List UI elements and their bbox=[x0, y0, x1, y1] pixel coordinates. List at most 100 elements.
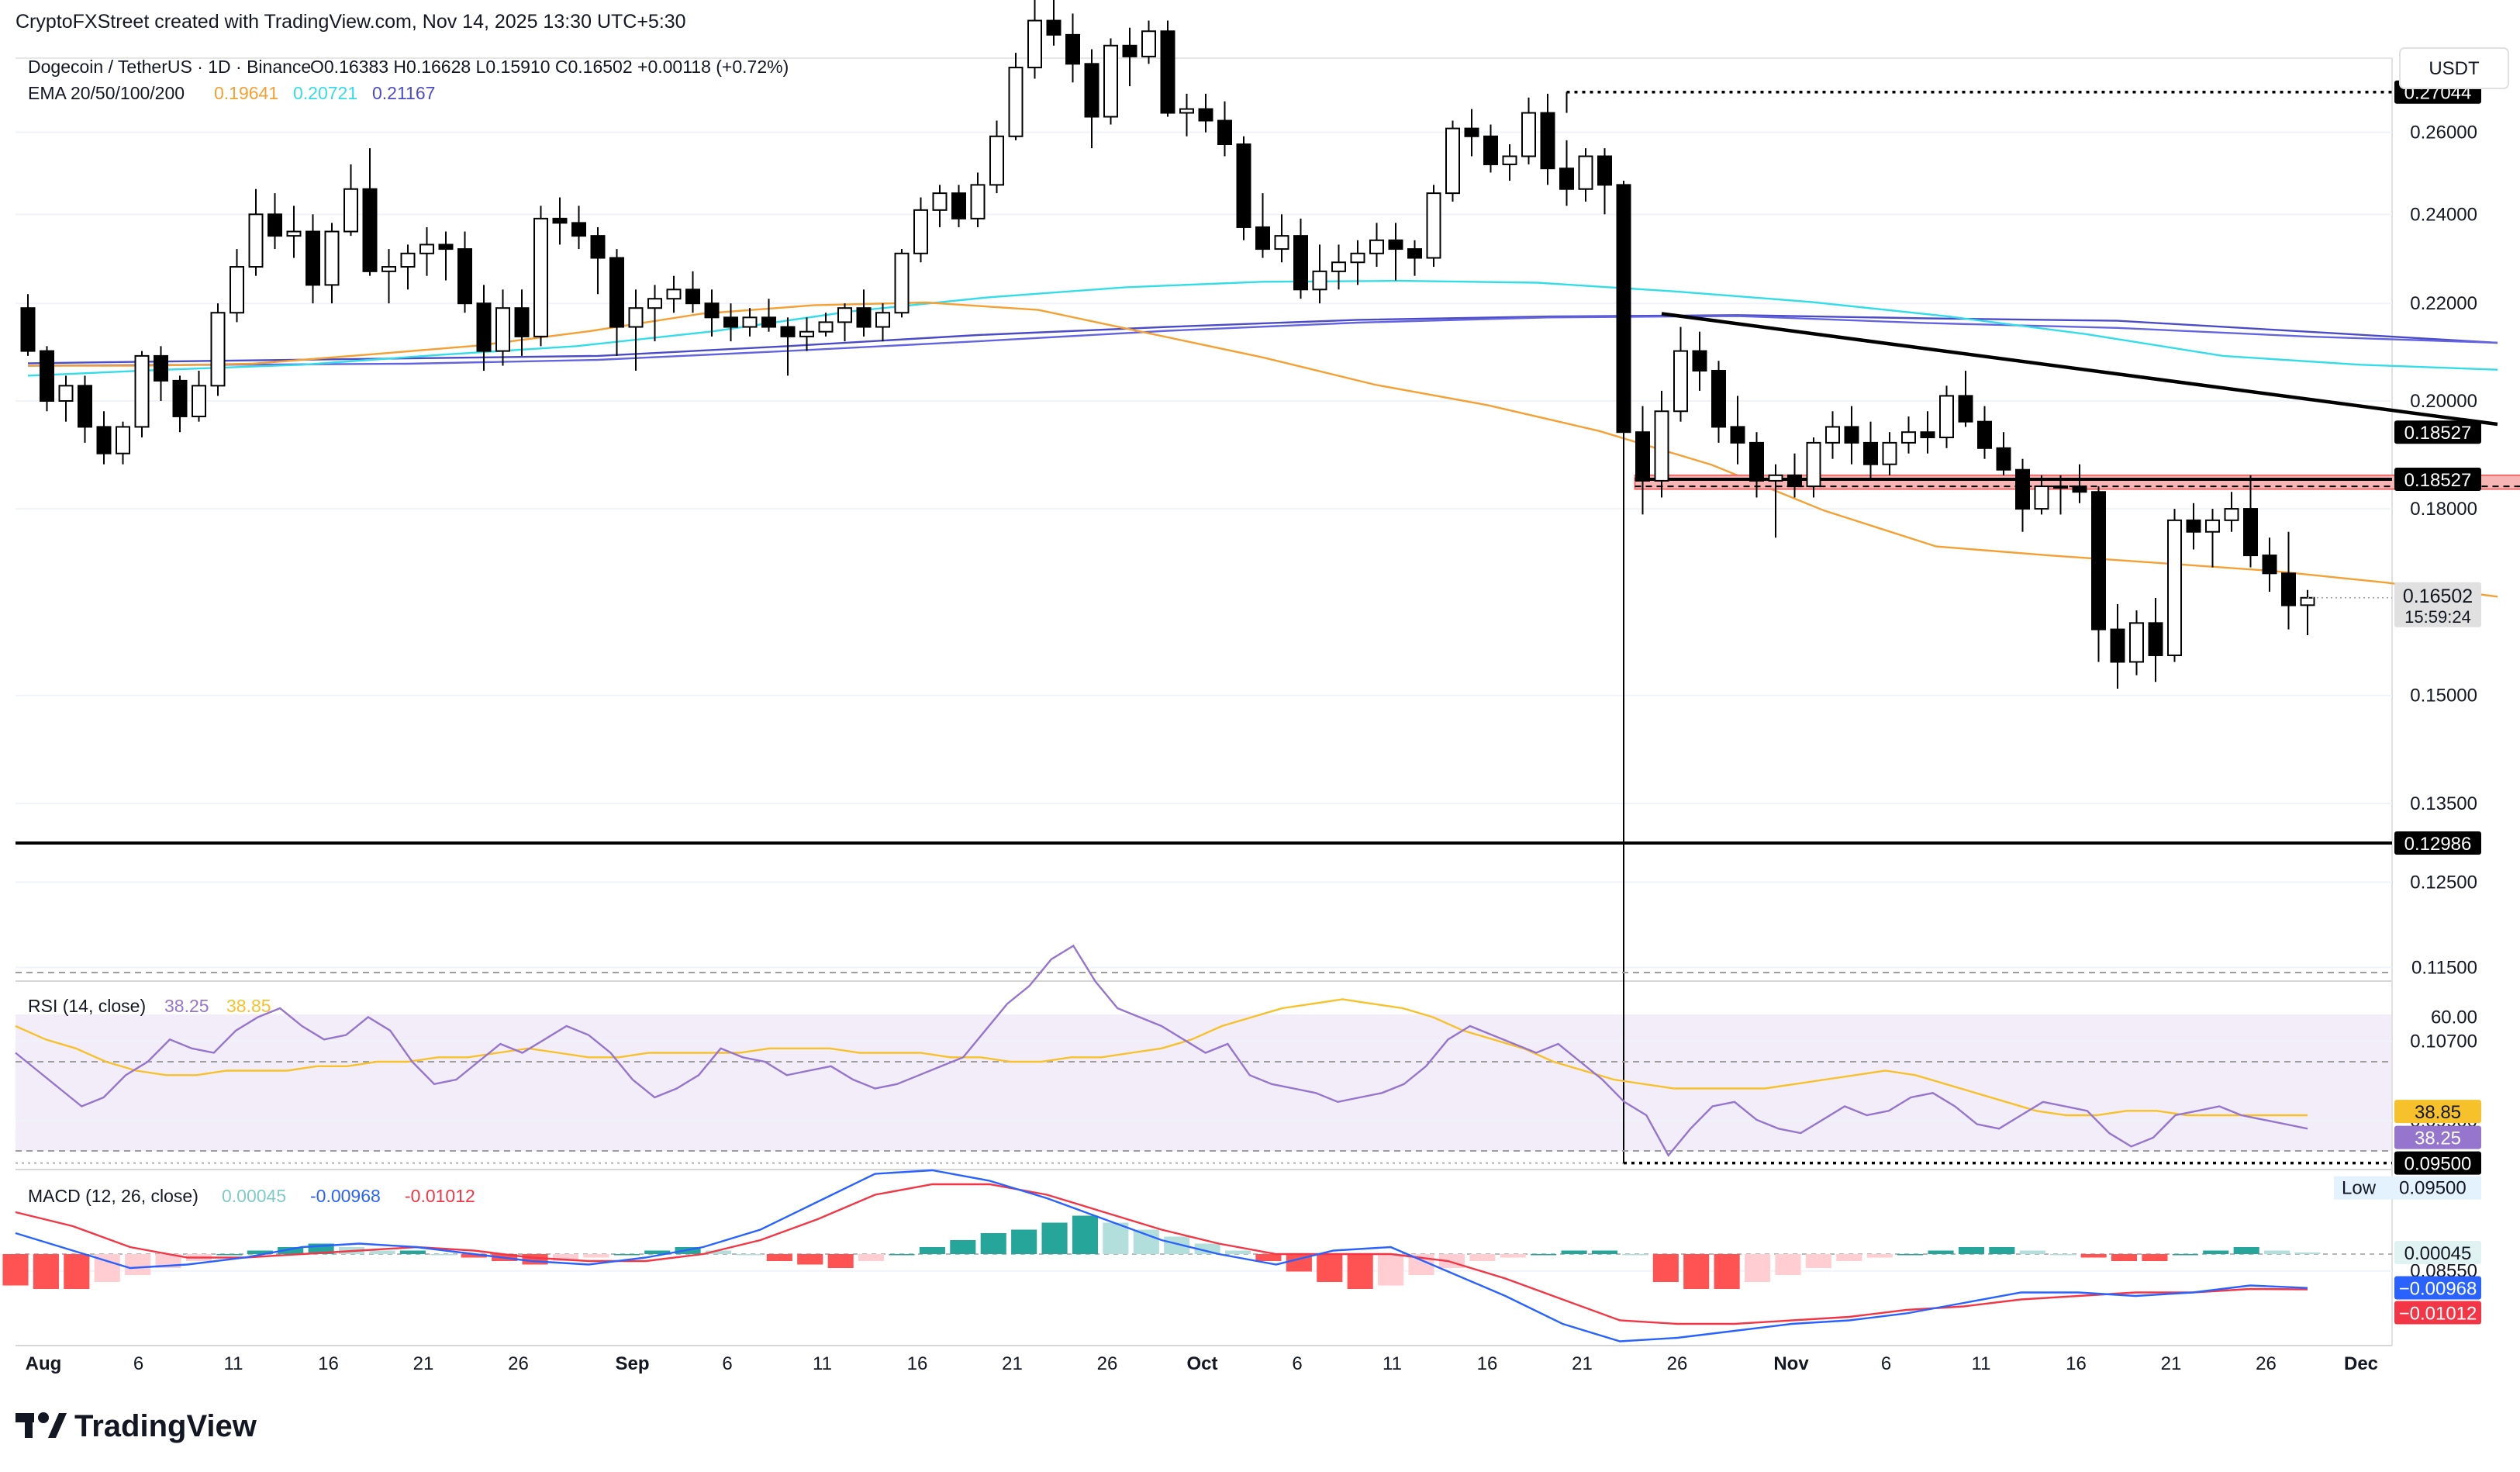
macd-hist-bar bbox=[278, 1247, 304, 1254]
grid bbox=[16, 131, 2392, 1272]
candle-down bbox=[2243, 508, 2258, 557]
candle-down bbox=[1217, 119, 1232, 145]
candle-down bbox=[1996, 447, 2011, 471]
candle-up bbox=[1331, 261, 1346, 272]
macd-hist-bar bbox=[1745, 1254, 1771, 1282]
macd-line bbox=[15, 1169, 2308, 1342]
candle-down bbox=[20, 307, 36, 352]
macd-hist-bar bbox=[736, 1254, 762, 1256]
candle-up bbox=[1274, 235, 1289, 251]
candle-down bbox=[1844, 426, 1859, 444]
macd-hist-bar bbox=[2203, 1250, 2229, 1254]
candle-down bbox=[2262, 555, 2277, 575]
currency-button[interactable] bbox=[2399, 47, 2509, 89]
macd-hist-bar bbox=[1133, 1229, 1159, 1254]
time-tick-label: 6 bbox=[1292, 1353, 1302, 1374]
candle-down bbox=[609, 257, 624, 328]
candle-up bbox=[248, 213, 264, 268]
candle-down bbox=[1730, 426, 1745, 444]
time-tick-label: 6 bbox=[722, 1353, 732, 1374]
candle-down bbox=[1464, 127, 1479, 137]
candle-down bbox=[1635, 431, 1650, 482]
symbol-title[interactable]: Dogecoin / TetherUS · 1D · Binance bbox=[28, 57, 311, 77]
macd-hist-bar bbox=[1500, 1254, 1526, 1258]
candle-up bbox=[1806, 441, 1821, 488]
candle-up bbox=[932, 192, 948, 211]
macd-hist-bar bbox=[64, 1254, 90, 1289]
macd-hist-bar bbox=[1622, 1254, 1648, 1256]
candle-up bbox=[2224, 508, 2239, 521]
macd-hist-bar bbox=[2080, 1254, 2107, 1258]
candle-down bbox=[2091, 491, 2106, 631]
candle-down bbox=[2072, 485, 2087, 493]
candle-down bbox=[1616, 184, 1631, 434]
macd-hist-bar bbox=[1928, 1250, 1954, 1254]
candle-down bbox=[476, 302, 492, 352]
macd-hist-bar bbox=[950, 1240, 976, 1254]
time-tick-label: 16 bbox=[318, 1353, 339, 1374]
time-tick-label: 11 bbox=[1383, 1353, 1402, 1374]
price-tick-label: 0.26000 bbox=[2410, 123, 2477, 143]
price-tick-label: 0.10700 bbox=[2410, 1031, 2477, 1052]
price-tick-label: 0.24000 bbox=[2410, 204, 2477, 225]
candle-up bbox=[1179, 108, 1194, 114]
macd-hist-bar bbox=[1378, 1254, 1404, 1286]
candle-up bbox=[742, 316, 758, 328]
low-caption-box bbox=[2334, 1176, 2481, 1200]
time-tick-label: Nov bbox=[1773, 1353, 1809, 1374]
candle-up bbox=[837, 307, 852, 323]
ema20-value: 0.19641 bbox=[214, 83, 278, 103]
macd-hist-bar bbox=[1469, 1254, 1496, 1261]
candle-down bbox=[552, 217, 568, 224]
macd-hist-bar bbox=[216, 1254, 243, 1256]
macd-signal-legend: -0.01012 bbox=[405, 1186, 475, 1206]
macd-hist-bar bbox=[583, 1254, 609, 1258]
low-caption: Low bbox=[2342, 1178, 2377, 1199]
candle-up bbox=[134, 354, 150, 428]
macd-hist-bar bbox=[1897, 1254, 1924, 1256]
candle-down bbox=[1255, 226, 1270, 251]
rsi-legend-value: 38.25 bbox=[164, 996, 209, 1016]
candle-up bbox=[818, 321, 834, 333]
time-tick-label: 26 bbox=[2256, 1353, 2277, 1374]
low-level-label-box bbox=[2394, 1151, 2481, 1175]
time-axis: Aug 6 11 16 21 26 Sep 6 11 16 21 26 Oct 6 11 16 21 26 Nov 6… bbox=[26, 1353, 2378, 1374]
ema-legend-label[interactable]: EMA 20/50/100/200 bbox=[28, 83, 185, 103]
candle-down bbox=[1958, 395, 1973, 423]
candle-down bbox=[154, 354, 168, 382]
macd-hist-bar bbox=[1652, 1254, 1679, 1282]
macd-hist-bar bbox=[2050, 1254, 2076, 1256]
low-caption-value: 0.09500 bbox=[2399, 1178, 2466, 1199]
candle-up bbox=[2205, 519, 2220, 533]
candle-down bbox=[571, 222, 586, 237]
last-price-label: 0.16502 bbox=[2403, 586, 2473, 607]
rsi-label[interactable]: RSI (14, close) bbox=[28, 996, 146, 1016]
time-tick-label: 11 bbox=[813, 1353, 832, 1374]
macd-hist-bar bbox=[2019, 1250, 2045, 1254]
macd-hist-bar bbox=[399, 1250, 426, 1254]
macd-hist-bar bbox=[705, 1250, 732, 1254]
candle-up bbox=[1654, 410, 1669, 482]
candle-down bbox=[2110, 628, 2125, 663]
price-tick-label: 0.13500 bbox=[2410, 793, 2477, 814]
ema50-line bbox=[27, 279, 2498, 377]
candle-down bbox=[268, 213, 282, 237]
macd-hist-bar bbox=[1317, 1254, 1343, 1282]
candle-down bbox=[1920, 431, 1935, 439]
time-tick-label: 11 bbox=[224, 1353, 243, 1374]
candle-down bbox=[306, 230, 320, 286]
macd-signal-line bbox=[15, 1183, 2308, 1325]
ohlc-readout: O0.16383 H0.16628 L0.15910 C0.16502 +0.0… bbox=[310, 57, 789, 77]
candle-up bbox=[1369, 239, 1384, 254]
macd-hist-bar bbox=[369, 1250, 395, 1254]
macd-hist-bar bbox=[2111, 1254, 2138, 1261]
macd-label[interactable]: MACD (12, 26, close) bbox=[28, 1186, 198, 1206]
candle-up bbox=[647, 298, 662, 309]
candle-up bbox=[1521, 112, 1536, 157]
macd-hist-bar bbox=[766, 1254, 792, 1261]
low-level-label: 0.09500 bbox=[2404, 1154, 2472, 1175]
candle-down bbox=[1483, 135, 1498, 165]
candle-down bbox=[40, 350, 54, 402]
ema-cross-label: 0.18527 bbox=[2404, 423, 2472, 444]
